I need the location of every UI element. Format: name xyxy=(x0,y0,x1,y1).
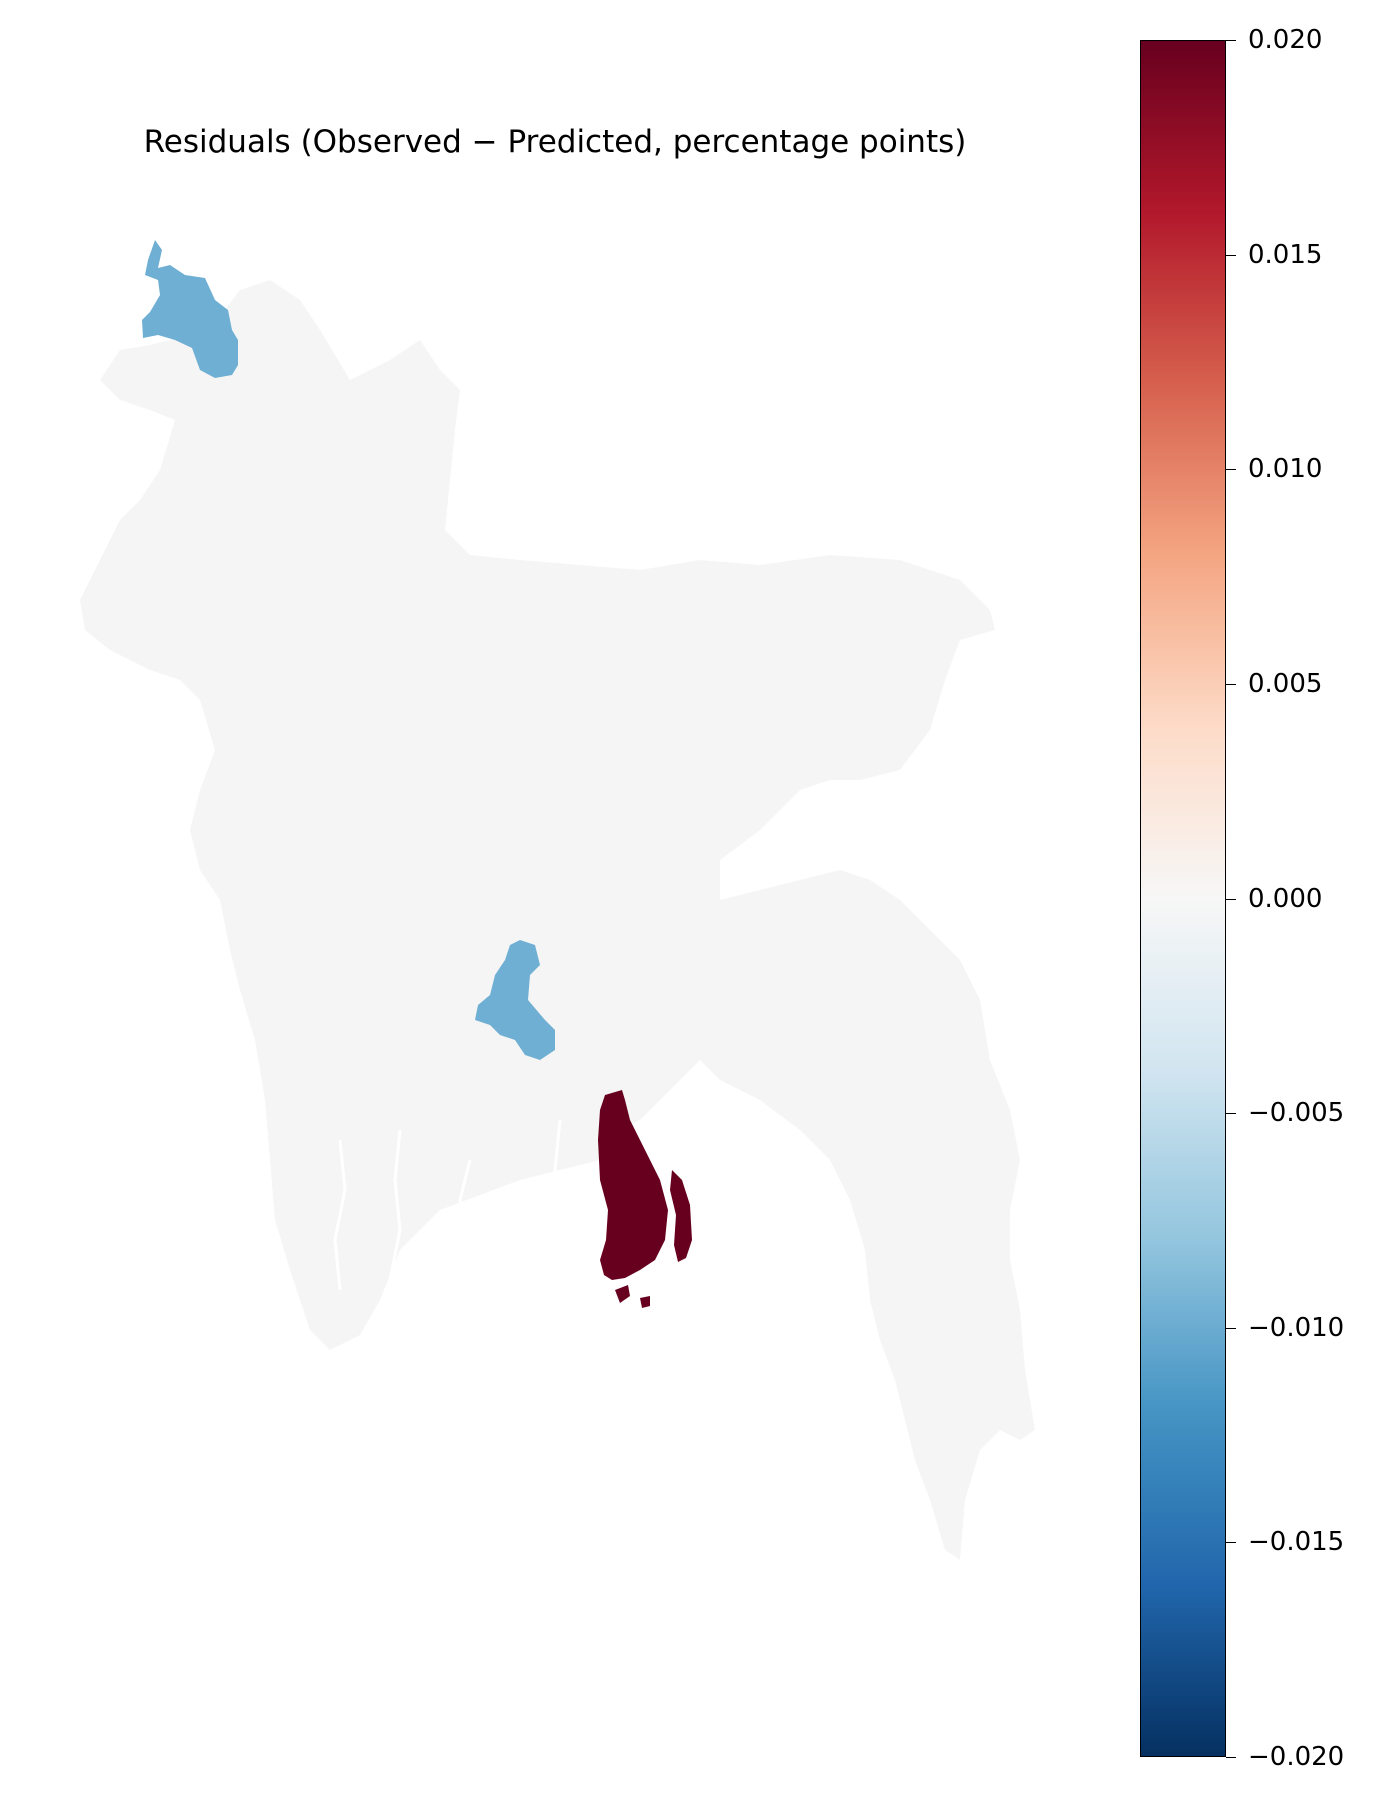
region-bhola-island xyxy=(670,1170,692,1262)
colorbar-gradient xyxy=(1140,40,1226,1757)
colorbar-tick xyxy=(1226,1757,1236,1758)
colorbar-tick xyxy=(1226,254,1236,256)
colorbar-tick-label: −0.010 xyxy=(1248,1312,1345,1343)
colorbar-tick-label: 0.010 xyxy=(1248,454,1323,485)
colorbar-tick-label: −0.005 xyxy=(1248,1098,1345,1129)
colorbar-tick-label: −0.020 xyxy=(1248,1742,1345,1772)
colorbar-tick xyxy=(1226,683,1236,685)
map-title: Residuals (Observed − Predicted, percent… xyxy=(143,124,967,160)
colorbar-tick xyxy=(1226,1113,1236,1115)
region-bhola-islet xyxy=(615,1285,630,1303)
colorbar-tick-label: 0.020 xyxy=(1248,25,1323,55)
river-channel xyxy=(775,1140,800,1190)
colorbar-tick-label: 0.005 xyxy=(1248,668,1323,699)
country-outline xyxy=(80,280,1035,1560)
region-central xyxy=(475,940,555,1060)
colorbar-tick xyxy=(1226,40,1236,41)
colorbar-tick-label: −0.015 xyxy=(1248,1527,1345,1558)
region-bhola-islet xyxy=(640,1296,650,1308)
colorbar-tick xyxy=(1226,1327,1236,1329)
river-channel xyxy=(333,1119,562,1321)
colorbar-tick xyxy=(1226,898,1236,900)
region-northwest xyxy=(142,240,238,378)
colorbar-tick xyxy=(1226,1542,1236,1544)
choropleth-map xyxy=(80,240,1035,1560)
region-bhola xyxy=(598,1090,668,1280)
colorbar-frame xyxy=(1140,40,1226,1757)
colorbar-tick xyxy=(1226,469,1236,471)
colorbar-tick-label: 0.000 xyxy=(1248,883,1323,914)
colorbar-tick-label: 0.015 xyxy=(1248,239,1323,270)
